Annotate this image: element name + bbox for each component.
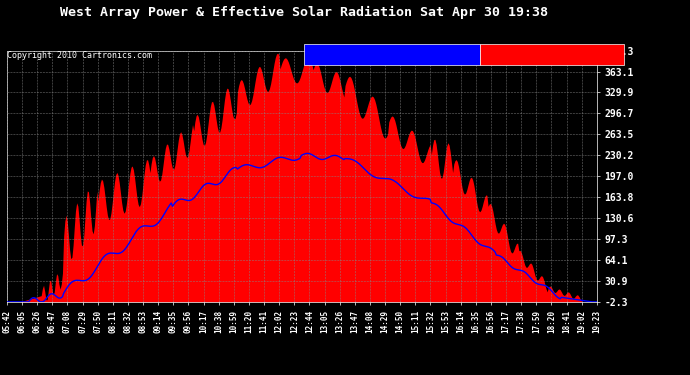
Text: Copyright 2010 Cartronics.com: Copyright 2010 Cartronics.com (7, 51, 152, 60)
Text: West Array Power & Effective Solar Radiation Sat Apr 30 19:38: West Array Power & Effective Solar Radia… (59, 6, 548, 19)
Text: West Array (DC Watts): West Array (DC Watts) (500, 49, 604, 58)
Text: Radiation (Effective w/m2): Radiation (Effective w/m2) (326, 49, 457, 58)
